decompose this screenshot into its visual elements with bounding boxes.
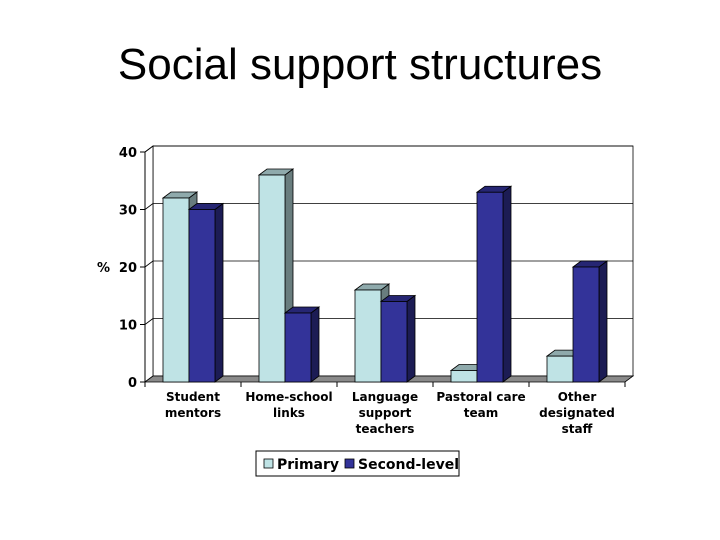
legend-swatch-primary: [263, 458, 274, 469]
bar-second-level-2: [379, 294, 417, 383]
x-tick-label-line: support: [359, 406, 412, 420]
x-tick-label-line: Home-school: [245, 390, 332, 404]
x-tick-label-line: links: [273, 406, 305, 420]
chart-labels: 0 10 20 30 40% Student mentors Home-school links…: [97, 146, 615, 436]
bar-second-level-1: [283, 306, 321, 383]
gridline-side: [144, 145, 154, 153]
x-tick-label-line: Other: [558, 390, 597, 404]
x-tick-label-line: team: [464, 406, 498, 420]
bar-second-level-4: [571, 260, 609, 383]
y-tick-label: 30: [119, 204, 137, 219]
x-tick-label-line: Language: [352, 390, 418, 404]
y-tick-label: 20: [119, 261, 137, 276]
chart-bars: [161, 168, 609, 383]
bar-front: [162, 197, 190, 383]
x-tick-label-line: teachers: [356, 422, 415, 436]
x-tick-label-line: mentors: [165, 406, 221, 420]
y-tick-label: 0: [128, 376, 137, 391]
legend-label-second-level: Second-level: [358, 457, 459, 473]
gridline-side: [144, 203, 154, 210]
bar-front: [258, 174, 286, 383]
bar-front: [380, 301, 408, 383]
gridline-side: [144, 260, 154, 268]
bar-front: [546, 355, 574, 383]
bar-second-level-3: [475, 185, 513, 383]
chart-legend: Primary Second-level: [255, 450, 460, 477]
legend-box: [255, 450, 460, 477]
bar-side: [598, 260, 608, 383]
x-tick-label: Student mentors: [165, 390, 221, 420]
bar-side: [310, 306, 320, 383]
legend-swatch-second-level: [344, 458, 355, 469]
bar-front: [572, 266, 600, 383]
bar-second-level-0: [187, 202, 225, 383]
x-tick-label-line: Pastoral care: [436, 390, 525, 404]
y-tick-label: 10: [119, 319, 137, 334]
legend-label-primary: Primary: [277, 457, 339, 473]
bar-front: [450, 370, 478, 383]
bar-front: [476, 191, 504, 383]
x-tick-label-line: Student: [166, 390, 220, 404]
bar-front: [188, 209, 216, 383]
x-tick-label: Other designated staff: [539, 390, 615, 436]
bar-side: [406, 294, 416, 383]
x-tick-label-line: designated: [539, 406, 615, 420]
x-tick-label: Pastoral care team: [436, 390, 525, 420]
y-tick-label: 40: [119, 146, 137, 161]
x-tick-label: Home-school links: [245, 390, 332, 420]
bar-front: [284, 312, 312, 383]
chart-plot-area: [143, 145, 635, 383]
bar-side: [214, 202, 224, 383]
bar-side: [502, 185, 512, 383]
slide-title: Social support structures: [117, 40, 603, 89]
bar-front: [354, 289, 382, 383]
gridline-side: [144, 318, 154, 325]
x-tick-label: Language support teachers: [352, 390, 418, 436]
chart-axis: [140, 151, 626, 387]
x-tick-label-line: staff: [562, 422, 593, 436]
y-axis-label: %: [97, 261, 110, 276]
